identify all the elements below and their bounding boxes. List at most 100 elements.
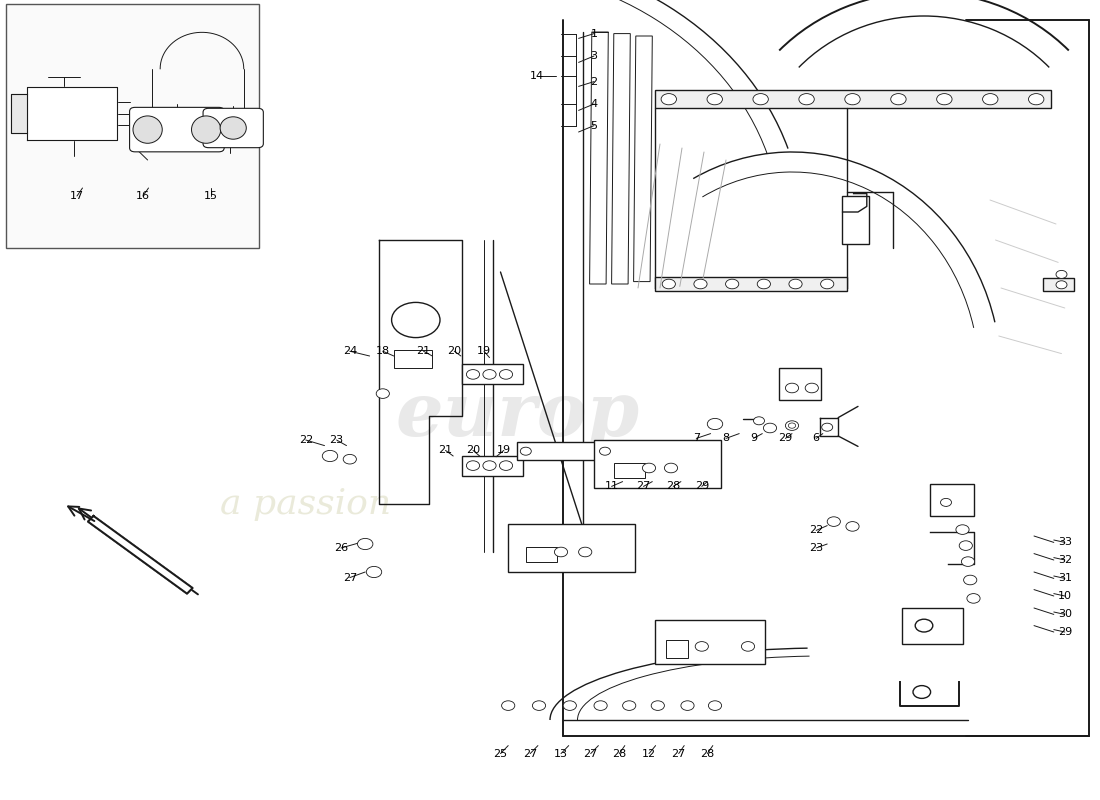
Circle shape	[726, 279, 739, 289]
Circle shape	[913, 686, 931, 698]
Bar	[654, 277, 847, 291]
Circle shape	[376, 389, 389, 398]
Circle shape	[642, 463, 656, 473]
Text: 27: 27	[343, 573, 356, 582]
Circle shape	[499, 370, 513, 379]
Text: 10: 10	[1058, 591, 1071, 601]
Circle shape	[366, 566, 382, 578]
Text: 27: 27	[672, 749, 685, 758]
Text: 23: 23	[810, 543, 823, 553]
Bar	[394, 350, 432, 368]
Bar	[654, 90, 1050, 108]
Circle shape	[757, 279, 770, 289]
Text: 33: 33	[1058, 538, 1071, 547]
Circle shape	[694, 279, 707, 289]
Circle shape	[891, 94, 906, 105]
Polygon shape	[634, 36, 652, 282]
Text: 15: 15	[205, 191, 218, 201]
Text: 21: 21	[417, 346, 430, 356]
Text: 22: 22	[810, 526, 823, 535]
Circle shape	[358, 538, 373, 550]
Circle shape	[821, 279, 834, 289]
Text: 25: 25	[494, 749, 507, 758]
Bar	[462, 364, 522, 384]
Text: 28: 28	[667, 482, 680, 491]
Circle shape	[695, 642, 708, 651]
Text: a passion: a passion	[220, 487, 392, 521]
Text: 20: 20	[448, 346, 461, 356]
Circle shape	[343, 454, 356, 464]
Text: 12: 12	[642, 749, 656, 758]
Text: 17: 17	[70, 191, 84, 201]
Text: 13: 13	[554, 749, 568, 758]
Text: 2: 2	[591, 77, 597, 86]
Circle shape	[1028, 94, 1044, 105]
Ellipse shape	[220, 117, 246, 139]
Text: 29: 29	[695, 482, 708, 491]
Text: 22: 22	[299, 435, 312, 445]
Text: 3: 3	[591, 51, 597, 61]
Circle shape	[982, 94, 998, 105]
Circle shape	[707, 94, 723, 105]
Circle shape	[827, 517, 840, 526]
Text: 7: 7	[693, 434, 700, 443]
Circle shape	[846, 522, 859, 531]
Text: 31: 31	[1058, 574, 1071, 583]
Circle shape	[483, 461, 496, 470]
Bar	[6, 4, 258, 248]
FancyBboxPatch shape	[130, 107, 224, 152]
Circle shape	[741, 642, 755, 651]
Circle shape	[785, 421, 799, 430]
Text: europ: europ	[396, 380, 640, 452]
Circle shape	[322, 450, 338, 462]
FancyBboxPatch shape	[204, 108, 263, 148]
Circle shape	[554, 547, 568, 557]
Ellipse shape	[133, 116, 163, 143]
Circle shape	[681, 701, 694, 710]
Circle shape	[532, 701, 546, 710]
Circle shape	[623, 701, 636, 710]
Circle shape	[805, 383, 818, 393]
Polygon shape	[612, 34, 630, 284]
Text: 19: 19	[497, 446, 510, 455]
Circle shape	[466, 370, 480, 379]
Bar	[1043, 278, 1074, 291]
Circle shape	[707, 418, 723, 430]
Bar	[614, 463, 645, 478]
Circle shape	[594, 701, 607, 710]
Text: 14: 14	[530, 71, 543, 81]
Bar	[517, 442, 622, 460]
Circle shape	[959, 541, 972, 550]
Circle shape	[915, 619, 933, 632]
Bar	[508, 524, 635, 572]
Circle shape	[466, 461, 480, 470]
Bar	[779, 368, 821, 400]
Text: 27: 27	[584, 749, 597, 758]
Bar	[462, 456, 522, 476]
Bar	[43, 99, 90, 128]
Circle shape	[1056, 281, 1067, 289]
Circle shape	[651, 701, 664, 710]
Polygon shape	[11, 94, 26, 133]
Text: 30: 30	[1058, 610, 1071, 619]
Text: 27: 27	[524, 749, 537, 758]
Text: 27: 27	[637, 482, 650, 491]
Circle shape	[940, 498, 952, 506]
Circle shape	[785, 383, 799, 393]
Polygon shape	[26, 86, 117, 141]
Circle shape	[967, 594, 980, 603]
Circle shape	[964, 575, 977, 585]
Bar	[594, 440, 720, 488]
Circle shape	[499, 461, 513, 470]
Text: 6: 6	[813, 434, 820, 443]
Bar	[666, 640, 688, 658]
Circle shape	[789, 279, 802, 289]
Circle shape	[822, 423, 833, 431]
Circle shape	[563, 701, 576, 710]
Circle shape	[754, 417, 764, 425]
Circle shape	[936, 94, 952, 105]
Circle shape	[662, 279, 675, 289]
Bar	[842, 196, 869, 244]
Circle shape	[789, 423, 795, 428]
Text: 21: 21	[439, 446, 452, 455]
